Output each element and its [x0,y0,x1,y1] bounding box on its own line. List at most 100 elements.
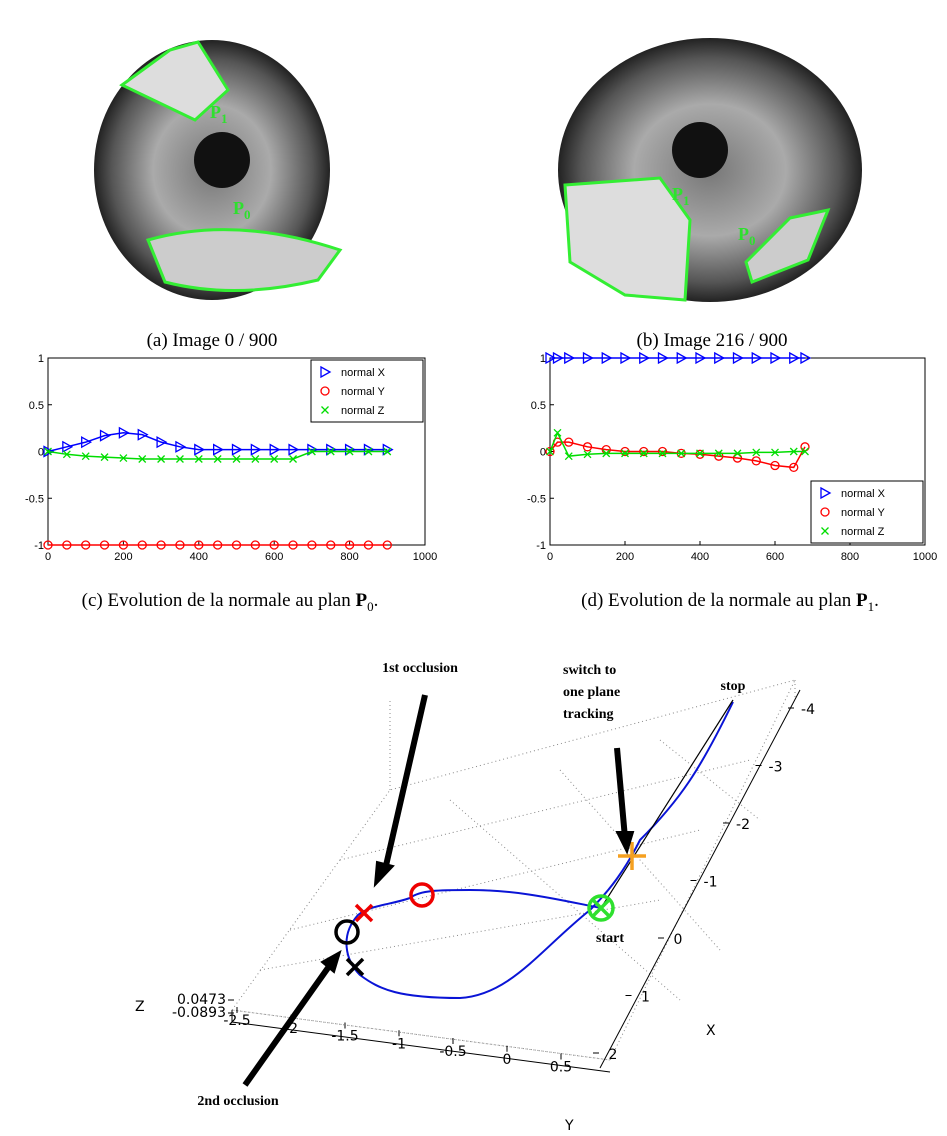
axis-line [599,689,801,1069]
marker [771,448,779,457]
marker [100,453,109,462]
marker [564,437,574,447]
marker [307,540,317,550]
marker [770,351,782,365]
marker [714,449,723,458]
marker [250,443,262,456]
y-tick-label: -2 [284,1021,298,1037]
marker [44,447,52,456]
caption-symbol: P [856,590,868,611]
marker [175,455,184,463]
marker [409,882,435,908]
series-line [47,432,388,453]
marker [157,455,166,463]
marker [639,446,649,457]
box-3d [231,679,796,1061]
y-tick-label: 0 [503,1052,512,1068]
legend-label: normal X [841,488,886,500]
caption: (a) Image 0 / 900 [147,330,278,351]
marker [43,540,53,550]
y-tick-label: 0 [540,447,546,459]
x-tick-label: -4 [801,702,815,718]
y-tick-label: -2.5 [223,1013,250,1029]
marker [789,462,799,473]
fisheye-image-b: P1 P0 [558,38,862,302]
caption-text: . [874,590,879,611]
x-tick-label: 0 [547,551,553,563]
marker [99,540,110,550]
legend [810,480,924,544]
marker [383,447,392,456]
marker [552,351,564,365]
caption-text: (c) Evolution de la normale au plan [82,590,356,611]
marker [250,540,261,550]
marker [733,449,742,458]
x-tick-label: 1 [641,990,650,1006]
axis-label: Y [564,1118,574,1134]
marker [213,443,224,456]
y-tick-label: -1 [536,540,546,552]
marker [639,449,648,458]
axis-label: Z [135,999,145,1015]
marker [232,455,241,463]
marker [789,447,798,456]
y-tick-label: -0.5 [439,1044,466,1060]
marker [345,957,365,977]
marker [602,449,611,458]
axis-label: X [706,1023,716,1039]
marker [62,440,74,453]
x-tick-label: 400 [691,551,709,563]
marker [344,540,355,550]
marker [732,351,744,365]
x-tick-label: 0 [45,551,51,563]
marker [620,446,630,457]
marker [820,486,832,500]
legend [310,359,424,423]
marker [564,351,576,365]
caption: (d) Evolution de la normale au plan P1. [581,590,879,614]
marker [601,351,613,365]
z-tick-label: 0.0473 [177,992,226,1008]
marker [545,446,555,457]
marker [138,455,147,463]
marker [194,443,206,456]
marker [751,351,763,365]
legend-label: normal X [341,367,386,379]
marker [194,455,203,463]
marker [364,447,373,456]
marker [334,919,360,945]
x-tick-label: 600 [766,551,784,563]
x-tick-label: 1000 [913,551,937,563]
caption-text: . [374,590,379,611]
marker [118,540,129,550]
x-tick-label: 400 [190,551,208,563]
marker [363,540,374,550]
trajectory-ref [600,699,734,909]
y-tick-label: 0.5 [29,400,44,412]
marker [289,455,298,463]
arrows [242,694,635,1087]
annotation: 1st occlusion [382,661,458,676]
marker [345,447,354,456]
caption-text: (d) Evolution de la normale au plan [581,590,856,611]
legend-label: normal Y [841,507,885,519]
z-tick-label: -0.0893 [172,1005,226,1021]
marker [156,540,166,550]
marker [269,443,281,456]
marker [658,449,667,458]
marker [583,450,592,459]
marker [119,454,128,463]
plane-label: P0 [738,224,756,248]
x-tick-label: 1000 [413,551,437,563]
caption-sub: 1 [868,599,875,614]
y-tick-label: -0.5 [527,493,546,505]
marker [820,507,830,517]
marker [175,540,185,550]
marker [288,540,298,550]
marker [751,456,761,466]
y-tick-label: -1 [34,540,44,552]
caption-symbol: P [355,590,367,611]
marker [43,445,55,458]
x-tick-label: -3 [769,760,783,776]
marker [676,351,688,365]
